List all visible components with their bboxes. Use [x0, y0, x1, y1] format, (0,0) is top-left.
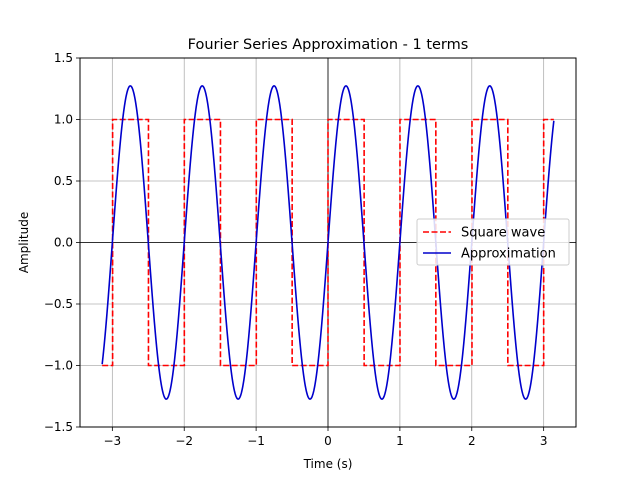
x-tick-label: 2 [468, 434, 476, 448]
x-tick-label: 3 [540, 434, 548, 448]
tick-layer: −3 −2 −1 0 1 2 3 −1.5 −1.0 −0.5 0.0 0.5 1.0 1.5 [44, 51, 548, 448]
chart-title: Fourier Series Approximation - 1 terms [188, 37, 469, 53]
x-tick-label: −3 [103, 434, 121, 448]
x-tick-label: 0 [324, 434, 332, 448]
y-tick-label: −1.0 [44, 359, 73, 373]
y-tick-label: 1.0 [54, 113, 73, 127]
series-layer [101, 85, 555, 400]
y-tick-label: 0.0 [54, 236, 73, 250]
x-tick-label: −2 [175, 434, 193, 448]
legend: Square wave Approximation [416, 218, 570, 266]
y-tick-label: 0.5 [54, 174, 73, 188]
series-line-approximation [101, 85, 555, 400]
y-tick-label: −1.5 [44, 420, 73, 434]
x-axis-label: Time (s) [303, 457, 353, 471]
y-axis-label: Amplitude [17, 212, 31, 274]
y-tick-label: 1.5 [54, 51, 73, 65]
legend-label: Approximation [461, 247, 556, 262]
y-tick-label: −0.5 [44, 297, 73, 311]
x-tick-label: −1 [247, 434, 265, 448]
legend-label: Square wave [461, 226, 545, 241]
x-tick-label: 1 [396, 434, 404, 448]
legend-box [416, 218, 570, 266]
